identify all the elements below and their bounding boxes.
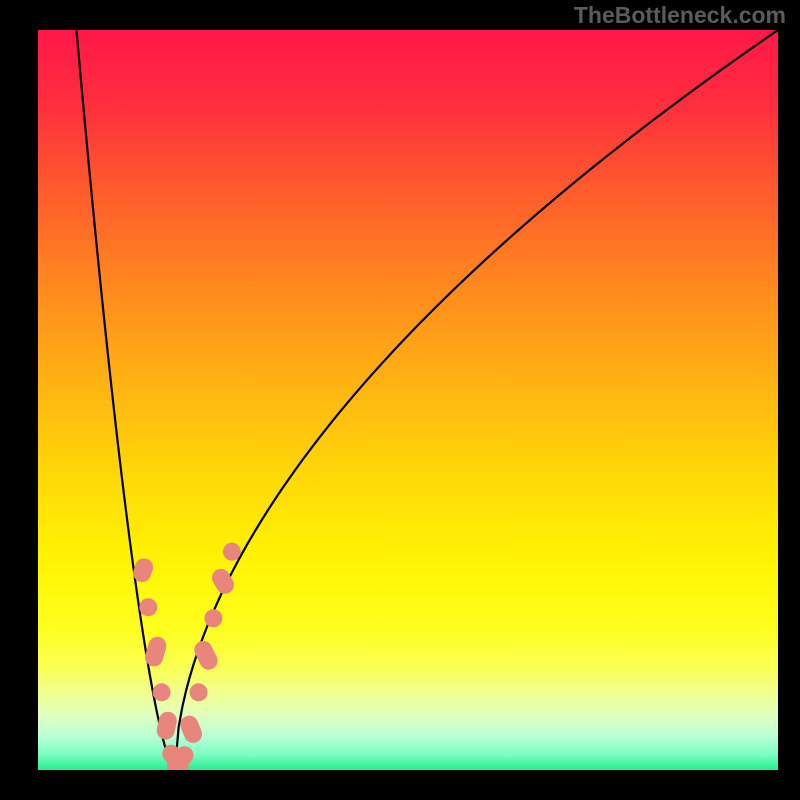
plot-area <box>38 30 778 770</box>
marker-dot <box>190 683 208 701</box>
chart-stage: TheBottleneck.com <box>0 0 800 800</box>
bottleneck-curve <box>175 30 778 770</box>
marker-dot <box>176 746 194 764</box>
marker-dot <box>153 683 171 701</box>
marker-pill <box>178 713 205 746</box>
curve-layer <box>38 30 778 770</box>
marker-pill <box>143 635 169 669</box>
watermark-label: TheBottleneck.com <box>574 2 786 29</box>
marker-dot <box>139 598 157 616</box>
marker-dot <box>204 609 222 627</box>
marker-dot <box>223 543 241 561</box>
